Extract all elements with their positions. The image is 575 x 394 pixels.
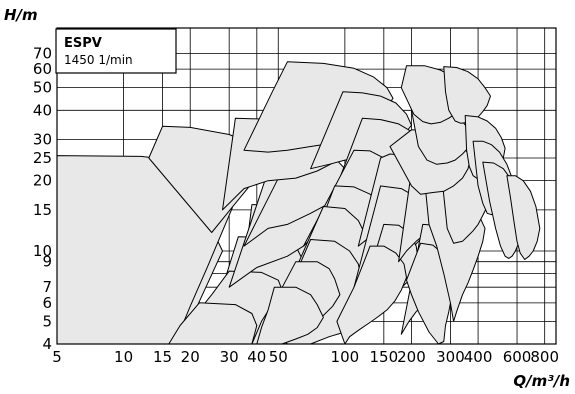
chart-subtitle: 1450 1/min [64,53,133,67]
x-axis-title: Q/m³/h [513,372,570,390]
chart-title: ESPV [64,36,102,51]
x-tick-label: 30 [220,348,239,366]
legend-box: ESPV 1450 1/min [55,28,177,74]
x-tick-label: 10 [114,348,133,366]
y-tick-label: 7 [42,278,52,296]
plot-frame [56,27,557,345]
y-tick-label: 60 [33,60,52,78]
y-axis-title: H/m [4,6,38,24]
x-tick-label: 5 [52,348,62,366]
x-tick-label: 50 [269,348,288,366]
x-tick-label: 200 [397,348,426,366]
y-tick-label: 25 [33,149,52,167]
x-tick-label: 150 [370,348,399,366]
x-tick-label: 300 [436,348,465,366]
pump-curve-area-22 [256,286,324,345]
pump-curve-area-35 [443,66,491,124]
y-tick-label: 4 [42,335,52,353]
y-tick-label: 6 [42,294,52,312]
pump-curve-areas [56,61,541,345]
y-tick-label: 70 [33,45,52,63]
y-tick-label: 50 [33,79,52,97]
x-tick-label: 600 [503,348,532,366]
y-tick-label: 40 [33,101,52,119]
y-tick-label: 5 [42,312,52,330]
x-tick-label: 800 [530,348,559,366]
y-tick-label: 9 [42,253,52,271]
pump-curve-area-10 [168,302,258,345]
y-tick-label: 30 [33,131,52,149]
x-tick-label: 15 [153,348,172,366]
x-tick-labels: 5 10 15 20 30 40 50 100 150 200 300 400 600 800 [52,348,559,366]
x-tick-label: 400 [464,348,493,366]
x-tick-label: 100 [331,348,360,366]
pump-curve-area-39 [506,175,541,260]
y-tick-label: 10 [33,242,52,260]
y-tick-label: 15 [33,201,52,219]
y-tick-label: 20 [33,172,52,190]
x-tick-label: 20 [181,348,200,366]
x-tick-label: 40 [247,348,266,366]
